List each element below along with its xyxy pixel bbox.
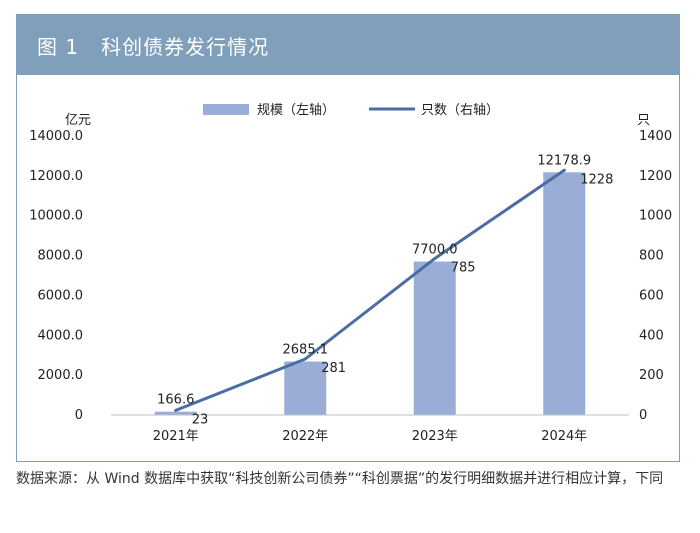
line-data-label: 23 [192, 412, 209, 427]
y-right-tick-label: 400 [639, 328, 664, 343]
y-right-tick-label: 1200 [639, 169, 672, 184]
y-left-tick-label: 0 [75, 408, 83, 423]
y-left-tick-label: 4000.0 [38, 328, 84, 343]
line-point-2022年 [303, 357, 307, 361]
y-right-tick-label: 200 [639, 368, 664, 383]
figure-frame: 图 1 科创债券发行情况 规模（左轴） 只数（右轴） 亿元 只 0 2000.0 4000.… [16, 14, 680, 462]
y-left-tick-label: 10000.0 [29, 209, 83, 224]
legend-label-bar: 规模（左轴） [257, 103, 335, 118]
bar-data-label: 12178.9 [537, 153, 591, 168]
figure-number: 图 1 [37, 34, 80, 59]
bar-2021年 [154, 411, 197, 415]
bar-data-label: 166.6 [157, 393, 194, 408]
chart-canvas: 规模（左轴） 只数（右轴） 亿元 只 0 2000.0 4000.0 6000.0 8000.0… [29, 103, 672, 444]
y-left-tick-label: 2000.0 [38, 368, 84, 383]
y-right-tick-label: 600 [639, 288, 664, 303]
figure-header: 图 1 科创债券发行情况 [17, 15, 679, 75]
y-left-tick-label: 6000.0 [38, 288, 84, 303]
source-footnote: 数据来源：从 Wind 数据库中获取“科技创新公司债券”“科创票据”的发行明细数… [16, 471, 664, 487]
bar-2024年 [543, 172, 586, 415]
line-point-2024年 [562, 168, 566, 172]
y-right-tick-label: 0 [639, 408, 647, 423]
y-right-tick-label: 800 [639, 249, 664, 264]
x-tick-label: 2024年 [541, 429, 587, 444]
y-left-tick-label: 12000.0 [29, 169, 83, 184]
y-left-tick-label: 8000.0 [38, 249, 84, 264]
figure-title: 科创债券发行情况 [101, 34, 270, 59]
bar-2022年 [284, 361, 327, 415]
line-data-label: 785 [451, 261, 476, 276]
bar-data-label: 2685.1 [283, 342, 329, 357]
legend-label-line: 只数（右轴） [421, 103, 499, 118]
y-right-tick-label: 1000 [639, 209, 672, 224]
line-series-count [174, 168, 566, 412]
line-data-label: 281 [321, 361, 346, 376]
line-point-2021年 [174, 408, 178, 412]
line-point-2023年 [433, 257, 437, 261]
legend-swatch-bar [203, 104, 249, 115]
x-tick-label: 2023年 [412, 429, 458, 444]
y-right-unit: 只 [637, 113, 650, 128]
y-left-unit: 亿元 [65, 113, 91, 128]
x-tick-label: 2022年 [282, 429, 328, 444]
y-left-tick-label: 14000.0 [29, 129, 83, 144]
bar-data-label: 7700.0 [412, 243, 458, 258]
line-data-label: 1228 [580, 172, 613, 187]
y-right-tick-label: 1400 [639, 129, 672, 144]
x-tick-label: 2021年 [153, 429, 199, 444]
bar-2023年 [413, 261, 456, 415]
